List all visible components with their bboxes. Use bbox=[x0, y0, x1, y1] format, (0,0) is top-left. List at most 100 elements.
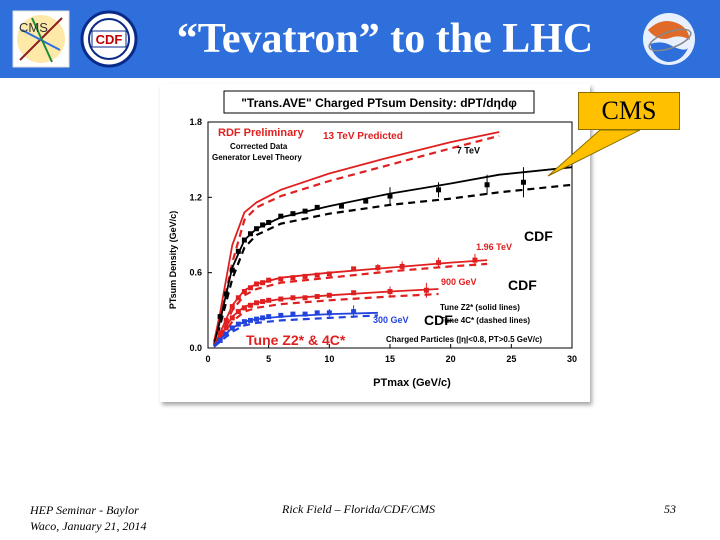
data-point-1-96-tev bbox=[223, 317, 229, 323]
data-point-7-tev bbox=[363, 198, 369, 204]
data-point-900-gev bbox=[229, 315, 235, 321]
data-point-900-gev bbox=[223, 325, 229, 331]
y-tick-label: 1.2 bbox=[189, 192, 202, 202]
data-point-1-96-tev bbox=[260, 280, 266, 286]
data-point-1-96-tev bbox=[436, 260, 442, 266]
data-point-300-gev bbox=[217, 337, 223, 343]
data-point-7-tev bbox=[520, 179, 526, 185]
data-point-900-gev bbox=[302, 295, 308, 301]
data-point-900-gev bbox=[387, 289, 393, 294]
data-point-1-96-tev bbox=[241, 289, 247, 294]
data-point-1-96-tev bbox=[472, 257, 478, 263]
legend-rdf-preliminary: RDF Preliminary bbox=[218, 127, 304, 139]
data-point-7-tev bbox=[223, 291, 229, 297]
label-tune-4c-dashed: Tune 4C* (dashed lines) bbox=[440, 316, 530, 325]
data-point-7-tev bbox=[260, 222, 266, 228]
data-point-900-gev bbox=[423, 287, 429, 293]
data-point-1-96-tev bbox=[314, 272, 320, 278]
series-label-1-96-tev: 1.96 TeV bbox=[476, 242, 512, 252]
cms-logo-icon: CMS bbox=[12, 10, 70, 68]
ptsum-density-chart: "Trans.AVE" Charged PTsum Density: dPT/d… bbox=[161, 85, 589, 401]
legend-generator-theory: Generator Level Theory bbox=[212, 153, 302, 162]
globe-logo-icon bbox=[643, 13, 695, 65]
slide-title: “Tevatron” to the LHC bbox=[176, 16, 594, 62]
chart-title-box bbox=[223, 90, 535, 114]
data-point-7-tev bbox=[217, 314, 223, 320]
data-point-300-gev bbox=[229, 325, 235, 331]
label-13tev-predicted: 13 TeV Predicted bbox=[323, 131, 403, 142]
data-point-7-tev bbox=[229, 267, 235, 273]
title-banner: CMS CDF “Tevatron” to the LHC bbox=[0, 0, 720, 78]
data-point-300-gev bbox=[223, 331, 229, 337]
data-point-900-gev bbox=[235, 309, 241, 315]
footer-line-1: HEP Seminar - Baylor bbox=[30, 503, 139, 517]
data-point-900-gev bbox=[247, 302, 253, 308]
label-cdf-2: CDF bbox=[508, 277, 537, 293]
x-tick-label: 20 bbox=[446, 354, 456, 364]
data-point-300-gev bbox=[314, 310, 320, 316]
data-point-1-96-tev bbox=[351, 266, 357, 272]
data-point-900-gev bbox=[241, 305, 247, 311]
cdf-logo-icon: CDF bbox=[80, 10, 138, 68]
data-point-7-tev bbox=[241, 237, 247, 243]
x-tick-label: 30 bbox=[567, 354, 577, 364]
data-point-300-gev bbox=[235, 321, 241, 327]
data-point-300-gev bbox=[278, 312, 284, 318]
data-point-1-96-tev bbox=[217, 330, 223, 336]
y-tick-label: 1.8 bbox=[189, 117, 202, 127]
label-cdf-3: CDF bbox=[424, 312, 453, 328]
data-point-300-gev bbox=[247, 317, 253, 323]
series-label-900-gev: 900 GeV bbox=[441, 277, 477, 287]
data-point-7-tev bbox=[254, 226, 260, 232]
data-point-900-gev bbox=[260, 299, 266, 305]
data-point-7-tev bbox=[338, 203, 344, 209]
label-tune-z2-4c: Tune Z2* & 4C* bbox=[246, 332, 346, 348]
data-point-7-tev bbox=[290, 211, 296, 217]
data-point-7-tev bbox=[484, 182, 490, 188]
data-point-7-tev bbox=[314, 204, 320, 210]
chart-title: "Trans.AVE" Charged PTsum Density: dPT/d… bbox=[241, 96, 517, 110]
data-point-1-96-tev bbox=[399, 263, 405, 269]
data-point-1-96-tev bbox=[278, 276, 284, 282]
data-point-900-gev bbox=[278, 296, 284, 302]
data-point-300-gev bbox=[254, 316, 260, 322]
data-point-7-tev bbox=[302, 208, 308, 214]
y-axis-label: PTsum Density (GeV/c) bbox=[168, 211, 178, 309]
x-tick-label: 15 bbox=[385, 354, 395, 364]
data-point-7-tev bbox=[436, 187, 442, 193]
data-point-1-96-tev bbox=[254, 281, 260, 287]
x-axis-label: PTmax (GeV/c) bbox=[373, 377, 451, 389]
data-point-1-96-tev bbox=[266, 277, 272, 283]
label-charged-particles: Charged Particles (|η|<0.8, PT>0.5 GeV/c… bbox=[386, 335, 542, 344]
cms-callout: CMS bbox=[578, 92, 680, 130]
data-point-900-gev bbox=[351, 290, 357, 296]
data-point-900-gev bbox=[254, 300, 260, 306]
data-point-1-96-tev bbox=[247, 285, 253, 291]
series-label-300-gev: 300 GeV bbox=[373, 315, 409, 325]
y-tick-label: 0.0 bbox=[189, 343, 202, 353]
x-tick-label: 5 bbox=[266, 354, 271, 364]
data-point-300-gev bbox=[290, 311, 296, 317]
data-point-900-gev bbox=[314, 294, 320, 300]
data-point-1-96-tev bbox=[235, 295, 241, 301]
data-point-1-96-tev bbox=[302, 273, 308, 279]
data-point-300-gev bbox=[351, 309, 357, 315]
series-dashed-300-gev bbox=[213, 314, 378, 348]
data-point-7-tev bbox=[266, 219, 272, 225]
data-point-900-gev bbox=[266, 297, 272, 303]
data-point-300-gev bbox=[241, 319, 247, 325]
data-point-1-96-tev bbox=[375, 265, 381, 271]
data-point-300-gev bbox=[302, 311, 308, 317]
data-point-900-gev bbox=[290, 295, 296, 301]
data-point-1-96-tev bbox=[326, 271, 332, 277]
label-tune-z2-solid: Tune Z2* (solid lines) bbox=[440, 303, 520, 312]
data-point-300-gev bbox=[260, 315, 266, 321]
legend-corrected-data: Corrected Data bbox=[230, 142, 288, 151]
x-tick-label: 10 bbox=[324, 354, 334, 364]
data-point-900-gev bbox=[326, 292, 332, 298]
svg-text:CMS: CMS bbox=[19, 20, 48, 35]
x-tick-label: 0 bbox=[205, 354, 210, 364]
data-point-7-tev bbox=[278, 213, 284, 219]
data-point-300-gev bbox=[326, 310, 332, 316]
data-point-7-tev bbox=[387, 193, 393, 199]
